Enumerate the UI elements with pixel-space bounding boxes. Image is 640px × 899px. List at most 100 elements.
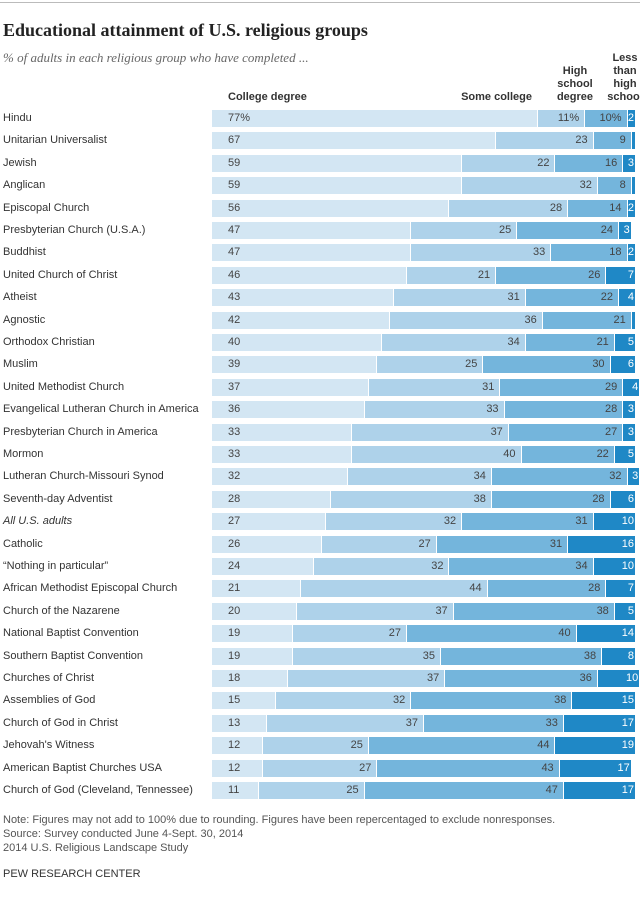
data-label: 39 xyxy=(228,358,241,371)
data-label: 22 xyxy=(600,291,614,304)
data-label: 11% xyxy=(557,112,580,124)
bar-segment xyxy=(572,692,636,710)
source: PEW RESEARCH CENTER xyxy=(3,868,141,880)
data-label: 5 xyxy=(627,604,634,617)
bar-segment xyxy=(212,782,259,799)
bar-segment xyxy=(631,311,636,329)
bar-segment xyxy=(491,490,611,508)
data-label: 32 xyxy=(579,179,592,192)
bar-segment xyxy=(258,782,365,799)
bar-segment xyxy=(436,535,569,553)
bar-segment xyxy=(542,311,632,329)
bar-segment xyxy=(212,580,302,598)
category-label: Presbyterian Church (U.S.A.) xyxy=(3,224,146,236)
data-label: 46 xyxy=(228,268,241,281)
category-label: United Methodist Church xyxy=(3,380,125,393)
bar-segment xyxy=(267,714,424,732)
bar-segment xyxy=(212,244,412,262)
data-label: 17 xyxy=(621,716,634,729)
data-label: 40 xyxy=(558,627,571,640)
data-label: 2 xyxy=(627,112,634,124)
data-label: 30 xyxy=(592,358,605,371)
bar-segment xyxy=(212,289,395,307)
bar-segment xyxy=(555,154,624,172)
bar-segment xyxy=(627,199,636,217)
category-label: Presbyterian Church in America xyxy=(3,425,158,438)
legend-entry: Some college xyxy=(461,91,532,103)
bar-segment xyxy=(296,602,454,620)
bar-segment xyxy=(212,311,391,329)
data-label: 21 xyxy=(228,582,241,595)
bar-segment xyxy=(212,356,378,374)
category-label: Evangelical Lutheran Church in America xyxy=(3,403,199,416)
bar-segment xyxy=(491,468,628,486)
data-label: 27 xyxy=(418,537,431,550)
data-label: 37 xyxy=(435,604,448,617)
category-label: Southern Baptist Convention xyxy=(3,649,144,662)
bar-segment xyxy=(212,490,331,508)
data-label: 34 xyxy=(575,560,588,572)
category-label: Mormon xyxy=(3,448,44,460)
data-label: 32 xyxy=(431,560,444,572)
category-label: Buddhist xyxy=(3,246,46,259)
data-label: 19 xyxy=(228,649,241,662)
bar-segment xyxy=(606,266,636,284)
data-label: 12 xyxy=(228,761,241,774)
data-label: 28 xyxy=(592,492,605,505)
bar-segment xyxy=(347,468,492,486)
bar-segment xyxy=(330,490,492,508)
bar-segment xyxy=(262,759,378,777)
data-label: 21 xyxy=(613,313,626,326)
top-rule xyxy=(0,2,640,3)
data-label: 43 xyxy=(541,761,554,774)
bar-segment xyxy=(288,670,446,687)
data-label: 15 xyxy=(228,694,241,707)
bar-segment xyxy=(212,132,497,150)
bar-segment xyxy=(275,692,412,710)
data-label: 22 xyxy=(596,448,609,460)
data-label: 31 xyxy=(482,380,495,393)
data-label: 25 xyxy=(499,224,512,236)
data-label: 3 xyxy=(632,470,639,483)
data-label: 36 xyxy=(524,313,537,326)
data-label: 34 xyxy=(507,336,520,348)
bar-segment xyxy=(525,289,620,307)
bar-segment xyxy=(538,110,586,127)
category-label: Muslim xyxy=(3,358,38,371)
bar-segment xyxy=(390,311,543,329)
data-label: 8 xyxy=(627,649,634,662)
data-label: 38 xyxy=(473,492,486,505)
data-label: 3 xyxy=(627,403,634,416)
category-label: Churches of Christ xyxy=(3,672,95,684)
data-label: 13 xyxy=(228,716,241,729)
data-label: 59 xyxy=(228,179,241,192)
category-label: Seventh-day Adventist xyxy=(3,492,113,505)
bar-segment xyxy=(563,714,636,732)
bar-segment xyxy=(377,759,560,777)
data-label: 37 xyxy=(490,425,503,438)
bar-segment xyxy=(627,244,636,262)
bar-segment xyxy=(504,401,624,419)
data-label: 19 xyxy=(228,627,241,640)
bar-segment xyxy=(593,558,636,575)
bar-segment xyxy=(440,647,603,665)
bar-segment xyxy=(551,244,628,262)
data-label: 22 xyxy=(537,156,550,169)
bar-segment xyxy=(212,199,450,217)
bar-segment xyxy=(212,468,348,486)
data-label: 32 xyxy=(393,694,406,707)
note: 2014 U.S. Religious Landscape Study xyxy=(3,842,189,854)
bar-segment xyxy=(606,580,636,598)
bar-segment xyxy=(462,154,556,172)
bar-segment xyxy=(292,625,408,643)
bar-segment xyxy=(496,266,607,284)
bar-segment xyxy=(212,692,276,710)
bar-segment xyxy=(508,423,624,441)
category-label: Unitarian Universalist xyxy=(3,134,107,147)
bar-segment xyxy=(368,378,501,396)
bar-segment xyxy=(521,446,615,463)
bar-segment xyxy=(483,356,611,374)
bar-segment xyxy=(212,759,263,777)
data-label: 10 xyxy=(626,672,639,684)
bar-segment xyxy=(292,647,441,665)
